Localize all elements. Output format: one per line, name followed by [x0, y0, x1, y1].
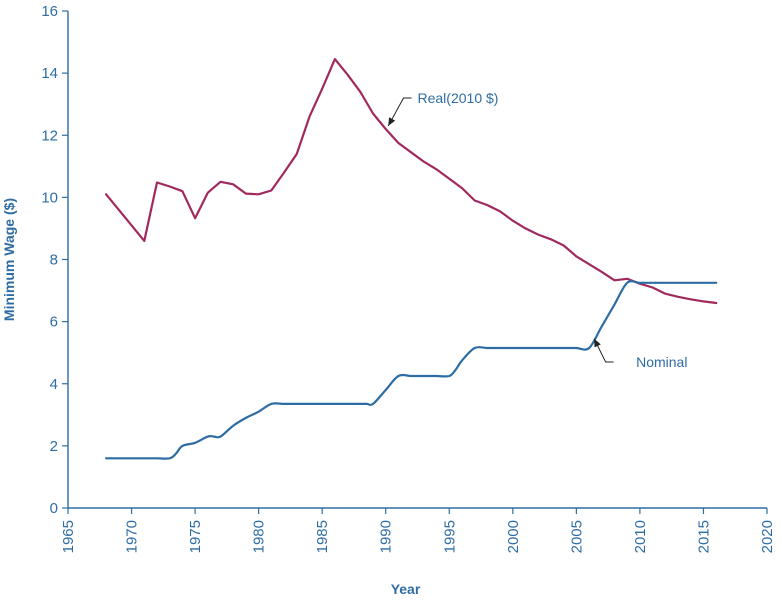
y-ticks: 0 2 4 6 8 10 12 14 16	[41, 3, 68, 517]
annotation-label-nominal: Nominal	[636, 354, 687, 370]
axes	[67, 11, 767, 509]
y-axis-title: Minimum Wage ($)	[1, 198, 17, 321]
x-tick-label: 1975	[187, 520, 204, 553]
series-line-nominal	[105, 280, 718, 460]
annotation-leader-nominal	[593, 338, 614, 363]
series-group	[105, 58, 718, 460]
x-tick-label: 1995	[441, 520, 458, 553]
annotation-label-real-2010: Real(2010 $)	[418, 90, 499, 106]
y-tick-label: 2	[50, 438, 58, 455]
y-tick-label: 12	[41, 127, 58, 144]
annotations: Real(2010 $) Nominal	[387, 90, 687, 370]
annotation-arrowhead-nominal	[594, 338, 601, 348]
x-ticks: 1965 1970 1975 1980 1985 1990 1995 2000 2005 2010…	[60, 508, 776, 553]
y-tick-label: 16	[41, 3, 58, 20]
y-tick-label: 10	[41, 189, 58, 206]
x-tick-label: 2000	[505, 520, 522, 553]
annotation-leader-real-2010	[387, 97, 412, 127]
series-line-real-2010	[105, 58, 718, 305]
x-tick-label: 1985	[314, 520, 331, 553]
y-tick-label: 4	[50, 376, 58, 393]
y-tick-label: 8	[50, 252, 58, 269]
annotation-arrowhead-real-2010	[388, 117, 396, 126]
y-tick-label: 0	[50, 500, 58, 517]
y-tick-label: 6	[50, 314, 58, 331]
x-tick-label: 2015	[695, 520, 712, 553]
x-tick-label: 2005	[568, 520, 585, 553]
x-tick-label: 1990	[378, 520, 395, 553]
x-tick-label: 1970	[124, 520, 141, 553]
x-tick-label: 2020	[759, 520, 776, 553]
y-tick-label: 14	[41, 65, 58, 82]
x-tick-label: 1980	[251, 520, 268, 553]
x-tick-label: 2010	[632, 520, 649, 553]
x-axis-title: Year	[391, 581, 421, 597]
x-tick-label: 1965	[60, 520, 77, 553]
